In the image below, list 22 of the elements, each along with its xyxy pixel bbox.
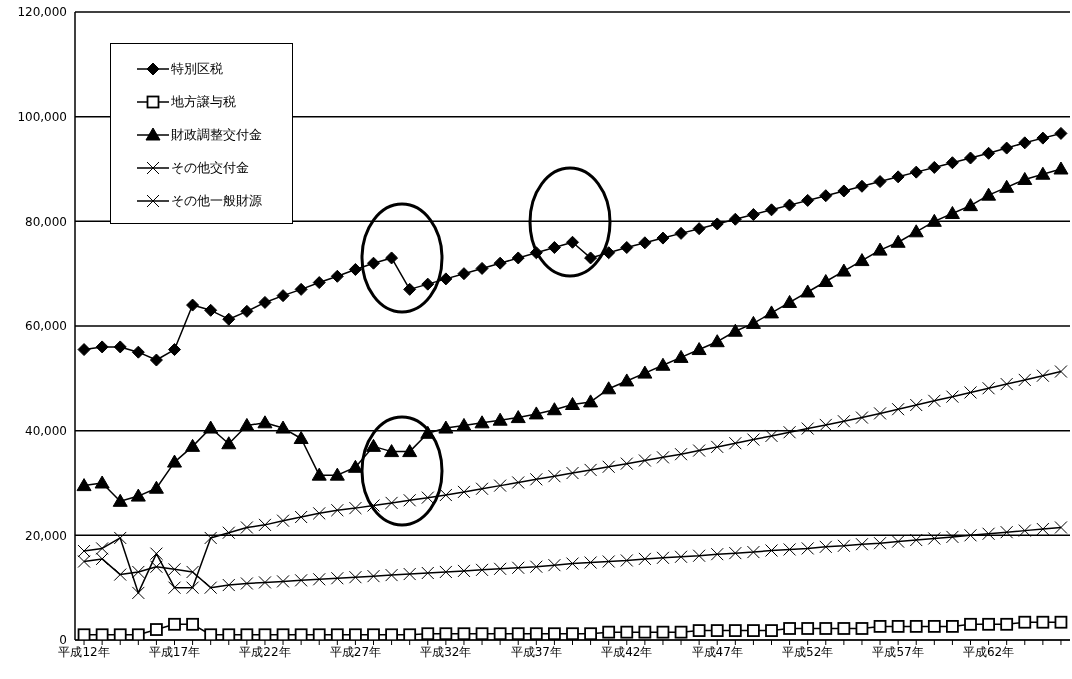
x-tick-label: 平成32年 bbox=[420, 644, 472, 659]
legend-label: 地方譲与税 bbox=[171, 92, 236, 111]
x-tick-label: 平成22年 bbox=[239, 644, 291, 659]
x-tick-label: 平成47年 bbox=[691, 644, 743, 659]
x-tick-label: 平成62年 bbox=[962, 644, 1015, 659]
y-tick-label: 100,000 bbox=[17, 109, 67, 124]
x-tick-label: 平成17年 bbox=[148, 644, 201, 659]
x-tick-label: 平成27年 bbox=[329, 644, 382, 659]
x-tick-label: 平成57年 bbox=[872, 644, 924, 659]
y-tick-label: 20,000 bbox=[25, 528, 67, 543]
x-tick-label: 平成12年 bbox=[58, 644, 110, 659]
y-tick-label: 120,000 bbox=[17, 5, 67, 20]
legend-label: 特別区税 bbox=[171, 59, 223, 78]
legend-label: 財政調整交付金 bbox=[171, 125, 262, 144]
y-tick-label: 40,000 bbox=[25, 423, 67, 438]
x-tick-label: 平成37年 bbox=[510, 644, 562, 659]
x-tick-label: 平成52年 bbox=[782, 644, 834, 659]
x-tick-label: 平成42年 bbox=[601, 644, 653, 659]
y-tick-label: 80,000 bbox=[25, 214, 67, 229]
legend-label: その他一般財源 bbox=[171, 191, 262, 210]
legend-label: その他交付金 bbox=[171, 158, 249, 177]
y-tick-label: 60,000 bbox=[25, 319, 67, 334]
